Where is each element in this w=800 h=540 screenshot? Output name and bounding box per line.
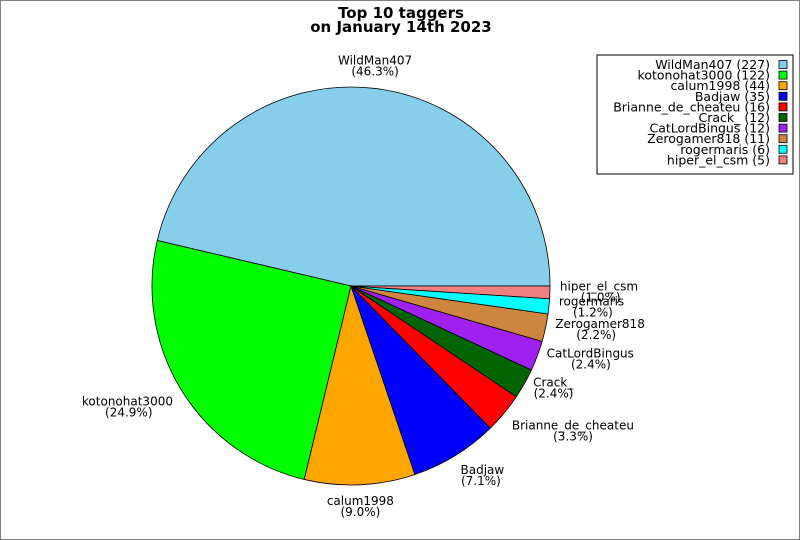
- pie-percent-brianne-de-cheateu: (3.3%): [553, 429, 593, 443]
- pie-label-crack: Crack_: [533, 376, 574, 390]
- pie-label-calum1998: calum1998: [327, 494, 394, 508]
- pie-slices: [151, 86, 551, 486]
- legend-entry-calum1998: calum1998 (44): [670, 78, 770, 93]
- legend: WildMan407 (227)kotonohat3000 (122)calum…: [596, 54, 794, 175]
- legend-swatch-crack: [778, 113, 788, 122]
- pie-labels: WildMan407(46.3%) kotonohat3000(24.9%) cal…: [82, 53, 645, 518]
- pie-slice-kotonohat3000: [151, 239, 352, 480]
- pie-label-wildman407: WildMan407: [338, 53, 412, 67]
- pie-label-hiper-el-csm: hiper_el_csm: [560, 280, 638, 294]
- chart-title-line-2: on January 14th 2023: [310, 18, 491, 36]
- pie-percent-rogermaris: (1.2%): [573, 305, 613, 319]
- legend-swatch-kotonohat3000: [778, 70, 788, 80]
- legend-entry-kotonohat3000: kotonohat3000 (122): [638, 68, 770, 83]
- legend-swatch-brianne-de-cheateu: [778, 102, 788, 112]
- pie-slice-calum1998: [303, 284, 416, 486]
- pie-slice-hiper-el-csm: [350, 285, 551, 300]
- legend-swatch-catlordbingus: [778, 123, 788, 133]
- pie-label-rogermaris: rogermaris: [559, 294, 624, 308]
- legend-swatch-zerogamer818: [778, 134, 788, 144]
- legend-box: [596, 54, 794, 175]
- pie-label-zerogamer818: Zerogamer818: [555, 317, 645, 331]
- legend-swatch-badjaw: [778, 91, 788, 101]
- legend-entry-catlordbingus: CatLordBingus (12): [649, 121, 770, 136]
- legend-entry-rogermaris: rogermaris (6): [680, 142, 770, 157]
- legend-entry-brianne-de-cheateu: Brianne_de_cheateu (16): [613, 99, 770, 114]
- pie-percent-badjaw: (7.1%): [461, 474, 501, 488]
- legend-entry-badjaw: Badjaw (35): [695, 89, 770, 104]
- pie-label-catlordbingus: CatLordBingus: [547, 346, 634, 360]
- pie-label-badjaw: Badjaw: [460, 463, 504, 477]
- pie-percent-calum1998: (9.0%): [340, 505, 380, 519]
- pie-percent-crack: (2.4%): [534, 387, 574, 401]
- pie-percent-wildman407: (46.3%): [351, 64, 398, 78]
- pie-label-kotonohat3000: kotonohat3000: [82, 394, 173, 408]
- legend-entry-wildman407: WildMan407 (227): [655, 57, 770, 72]
- pie-percent-zerogamer818: (2.2%): [576, 328, 616, 342]
- legend-entry-zerogamer818: Zerogamer818 (11): [647, 131, 770, 146]
- legend-entry-hiper-el-csm: hiper_el_csm (5): [667, 152, 770, 167]
- legend-swatch-rogermaris: [778, 144, 788, 154]
- chart-title-line-1: Top 10 taggers: [338, 4, 464, 22]
- pie-label-brianne-de-cheateu: Brianne_de_cheateu: [512, 418, 634, 432]
- pie-percent-hiper-el-csm: (1.0%): [581, 291, 621, 305]
- pie-percent-catlordbingus: (2.4%): [571, 357, 611, 371]
- pie-percent-kotonohat3000: (24.9%): [105, 405, 152, 419]
- legend-swatch-wildman407: [778, 60, 788, 69]
- pie-slice-wildman407: [156, 86, 551, 287]
- legend-swatch-hiper-el-csm: [778, 155, 788, 165]
- legend-swatch-calum1998: [778, 81, 788, 91]
- legend-entry-crack: Crack_ (12): [698, 110, 770, 125]
